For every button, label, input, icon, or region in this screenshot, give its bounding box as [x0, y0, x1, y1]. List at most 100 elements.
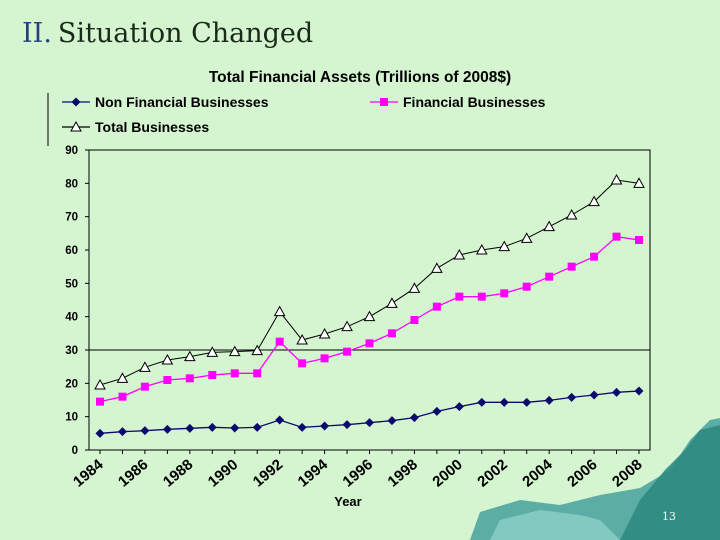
slide-title-text: Situation Changed [57, 18, 314, 49]
data-point-financial [410, 316, 419, 324]
series-layer [94, 173, 645, 438]
data-point-financial [96, 397, 104, 406]
data-point-non-financial [365, 418, 374, 428]
data-point-non-financial [252, 422, 262, 432]
data-point-non-financial [567, 392, 577, 402]
y-axis: 0 10 20 30 40 50 60 70 80 90 [65, 145, 650, 457]
y-tick-label: 80 [65, 178, 78, 190]
x-tick-label: 2008 [609, 456, 645, 490]
data-point-non-financial [230, 423, 240, 433]
x-tick-label: 1988 [160, 456, 196, 490]
data-point-financial [612, 232, 621, 241]
x-tick-label: 1990 [205, 456, 241, 490]
data-point-total [363, 310, 376, 322]
data-point-financial [208, 371, 217, 379]
data-point-non-financial [499, 397, 509, 407]
x-tick-label: 2004 [519, 456, 556, 491]
data-point-financial [500, 289, 509, 298]
data-point-non-financial [522, 397, 532, 407]
data-point-non-financial [117, 427, 127, 437]
legend-marker [70, 120, 82, 132]
data-point-total [475, 243, 488, 255]
slide-title: II. Situation Changed [22, 18, 313, 49]
data-point-non-financial [454, 402, 464, 412]
data-point-financial [320, 354, 329, 363]
data-point-non-financial [140, 426, 150, 436]
data-point-non-financial [477, 397, 487, 407]
series-line-total [99, 179, 640, 386]
data-point-financial [432, 302, 441, 311]
data-point-total [139, 361, 151, 372]
x-axis: 1984 1986 1988 1990 1992 1994 1996 1998 2000 2002… [70, 450, 646, 491]
chart-legend: Non Financial Businesses Financial Busine… [62, 94, 546, 135]
data-point-total [116, 372, 129, 383]
y-tick-label: 0 [72, 445, 78, 457]
data-point-non-financial [185, 423, 195, 433]
data-point-total [161, 353, 174, 365]
data-point-total [565, 208, 578, 220]
series-total [94, 173, 645, 390]
y-tick-label: 40 [65, 312, 78, 324]
y-tick-label: 70 [65, 212, 78, 224]
data-point-financial [635, 236, 643, 244]
data-point-total [94, 378, 106, 390]
data-point-total [296, 333, 308, 345]
y-tick-label: 50 [65, 278, 78, 290]
data-point-total [206, 346, 219, 357]
y-tick-label: 10 [65, 412, 78, 424]
data-point-non-financial [409, 413, 419, 423]
data-point-total [431, 262, 443, 273]
chart-title: Total Financial Assets (Trillions of 200… [209, 69, 511, 86]
data-point-financial [545, 272, 554, 281]
data-point-financial [275, 337, 284, 346]
legend-label: Total Businesses [95, 119, 209, 135]
data-point-non-financial [544, 395, 554, 405]
x-tick-label: 2002 [474, 456, 510, 490]
legend-marker [380, 98, 388, 106]
data-point-non-financial [275, 415, 285, 425]
x-tick-label: 1992 [250, 456, 286, 490]
data-point-financial [118, 392, 127, 401]
data-point-total [251, 344, 264, 356]
data-point-non-financial [589, 390, 599, 400]
x-axis-label: Year [334, 494, 361, 509]
y-tick-label: 60 [65, 245, 78, 257]
x-tick-label: 1984 [70, 456, 107, 491]
legend-item-non-financial: Non Financial Businesses [62, 94, 269, 110]
data-point-total [386, 297, 398, 308]
legend-item-financial: Financial Businesses [370, 94, 546, 110]
data-point-total [341, 320, 353, 332]
data-point-total [273, 305, 286, 317]
section-number: II. [22, 18, 52, 49]
data-point-non-financial [387, 416, 397, 426]
data-point-non-financial [162, 424, 172, 434]
data-point-non-financial [612, 387, 622, 397]
data-point-total [183, 350, 196, 362]
legend-label: Non Financial Businesses [95, 94, 269, 110]
data-point-total [543, 220, 556, 232]
x-tick-label: 2006 [564, 456, 600, 490]
data-point-non-financial [297, 422, 307, 432]
series-non-financial [95, 386, 644, 438]
data-point-financial [230, 369, 239, 378]
data-point-total [588, 195, 600, 207]
data-point-financial [298, 359, 307, 368]
data-point-non-financial [342, 420, 352, 430]
data-point-financial [185, 374, 194, 383]
data-point-financial [387, 329, 396, 338]
x-tick-label: 2000 [429, 456, 465, 490]
data-point-total [498, 240, 511, 252]
data-point-non-financial [320, 421, 330, 431]
legend-marker [71, 97, 81, 107]
plot-area-border [88, 149, 651, 451]
data-point-financial [477, 292, 486, 301]
x-tick-label: 1998 [384, 456, 420, 490]
data-point-non-financial [634, 386, 644, 396]
data-point-financial [163, 376, 172, 384]
data-point-financial [522, 282, 531, 291]
data-point-total [228, 345, 241, 357]
data-point-financial [140, 382, 149, 391]
data-point-financial [590, 252, 599, 261]
data-point-non-financial [432, 406, 442, 416]
